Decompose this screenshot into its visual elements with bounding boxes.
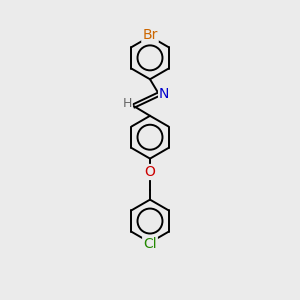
Text: Cl: Cl <box>143 237 157 251</box>
Text: O: O <box>145 165 155 179</box>
Text: N: N <box>159 87 169 101</box>
Text: H: H <box>122 98 132 110</box>
Text: Br: Br <box>142 28 158 42</box>
